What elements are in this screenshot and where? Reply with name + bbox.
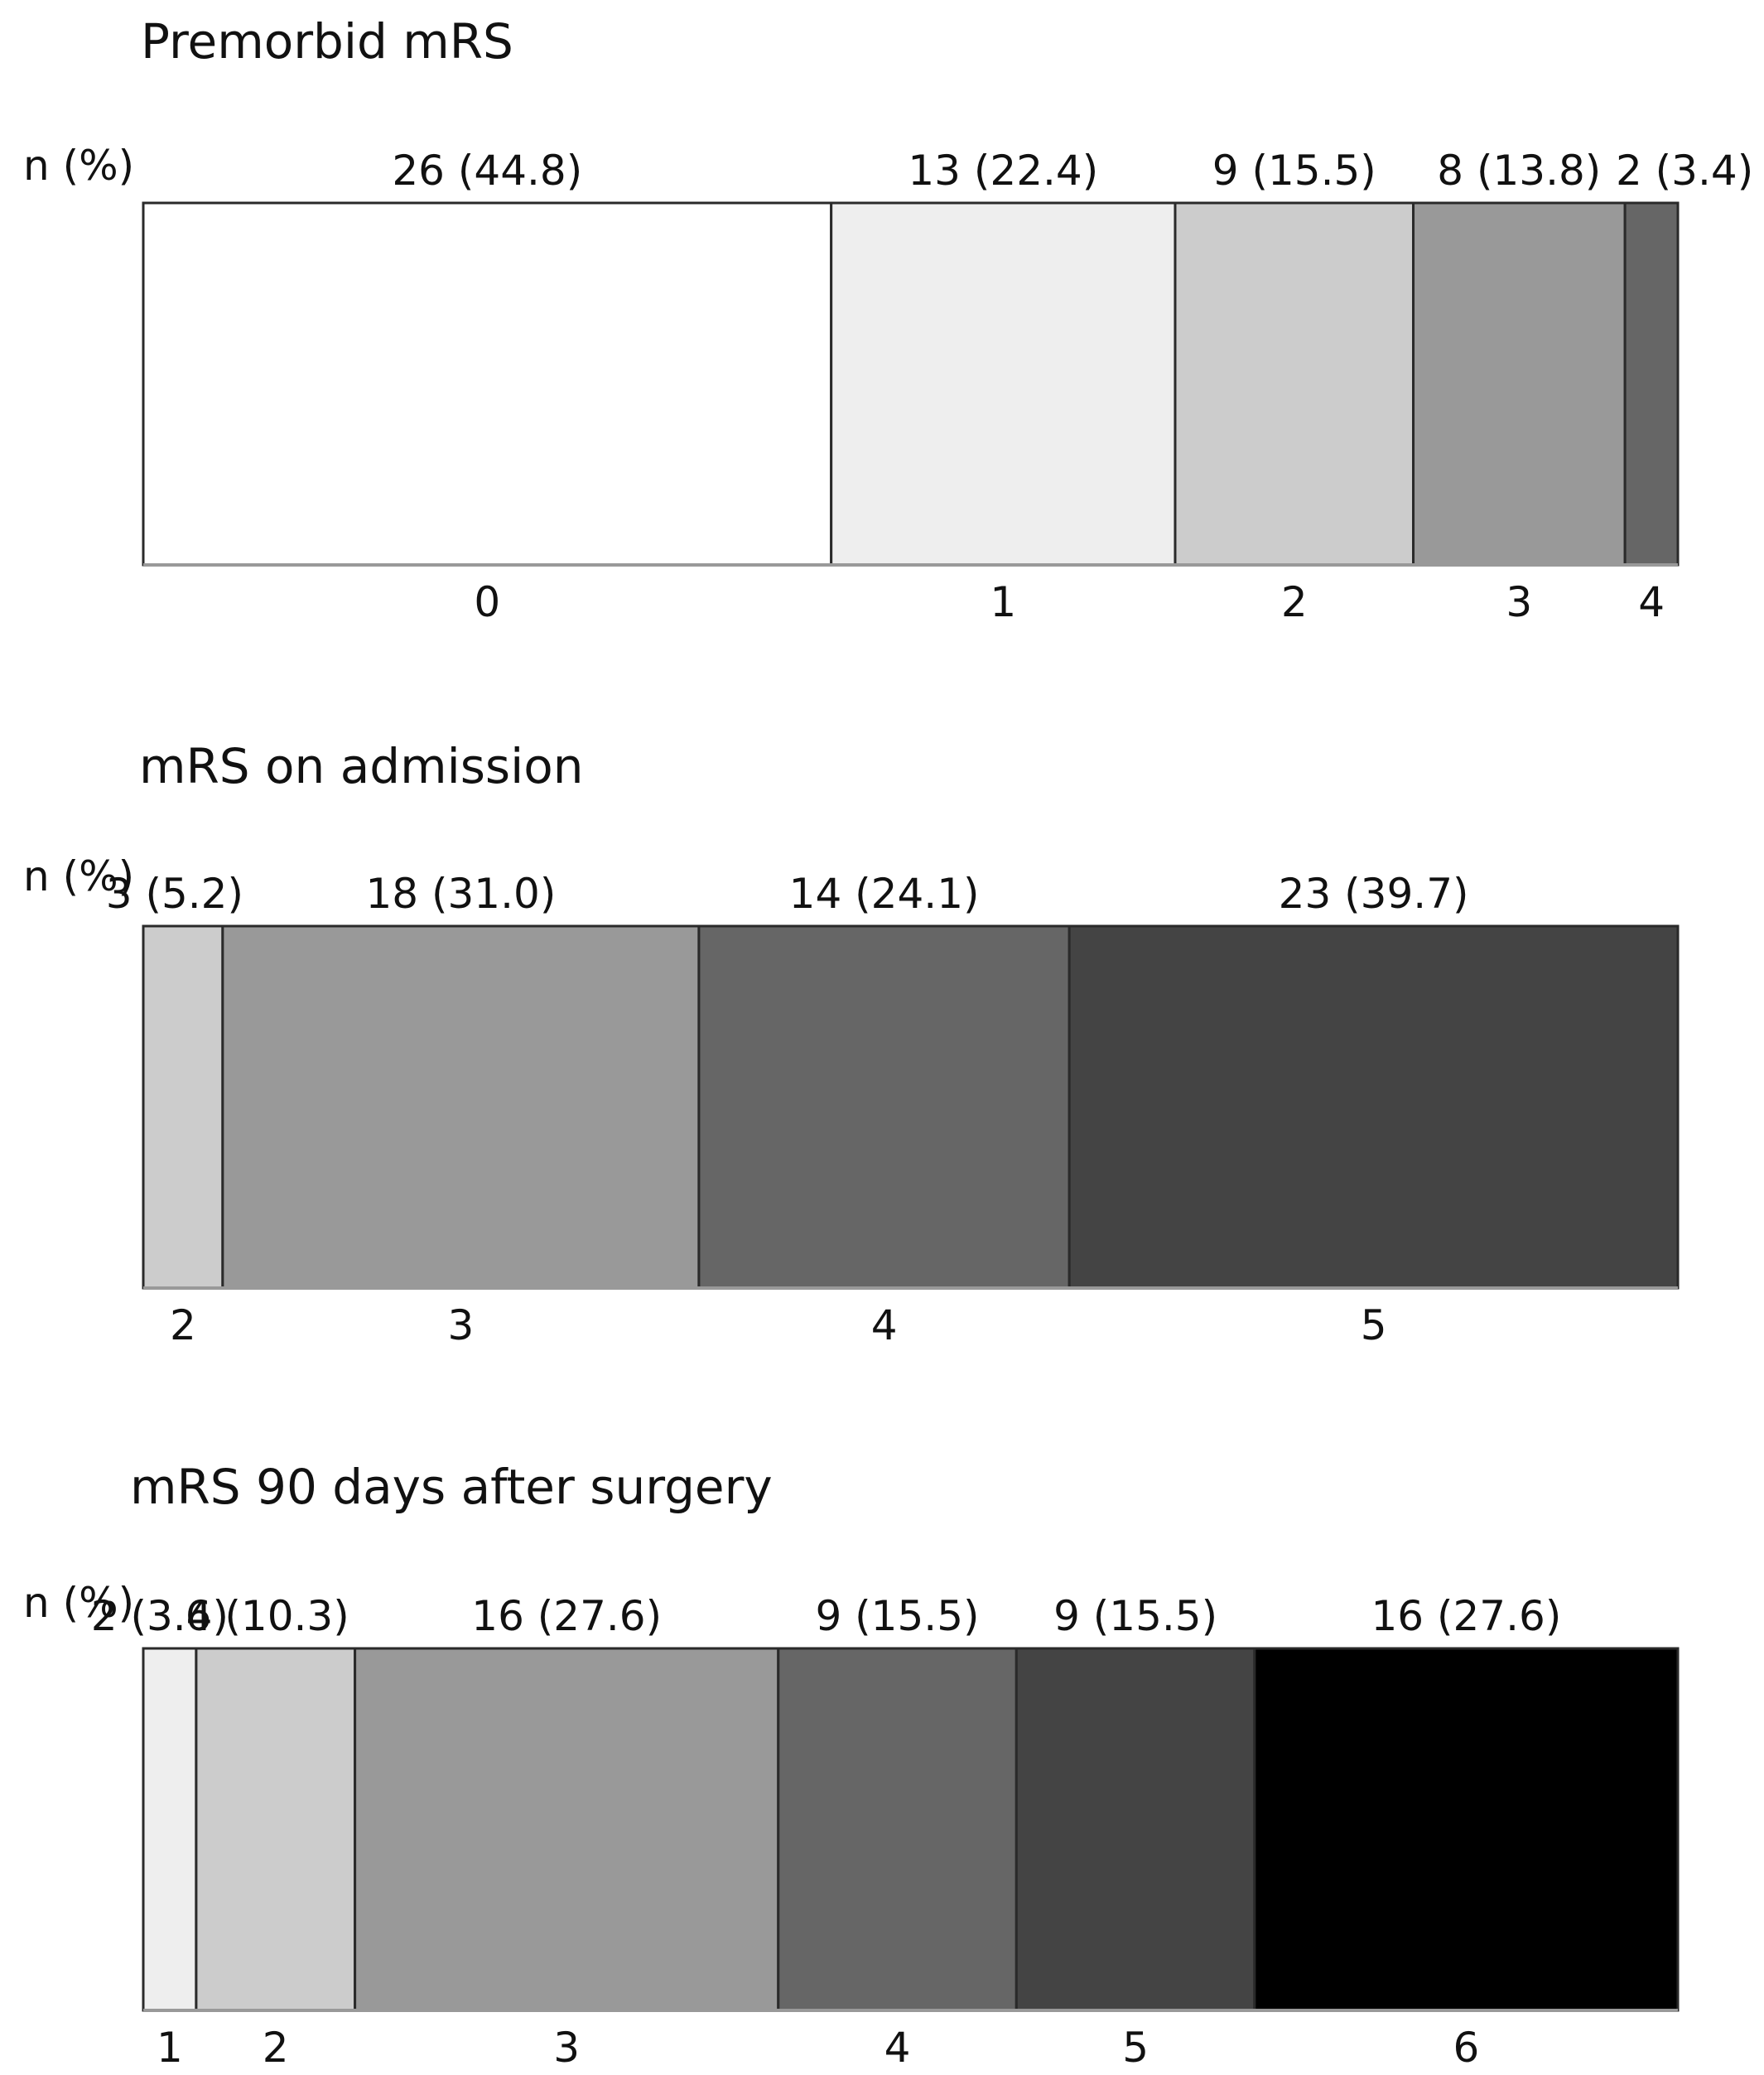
- value-header: n (%): [23, 1579, 134, 1627]
- category-label: 5: [1122, 2024, 1149, 2072]
- bar-segment-mrs-2: [142, 924, 224, 1290]
- value-label: 13 (22.4): [908, 147, 1098, 195]
- bar-segment-mrs-3: [354, 1647, 780, 2012]
- bar-segment-mrs-3: [221, 924, 701, 1290]
- bar-segment-mrs-6: [1253, 1647, 1680, 2012]
- value-label: 2 (3.4): [91, 1592, 229, 1640]
- category-label: 0: [474, 578, 500, 626]
- value-label: 9 (15.5): [815, 1592, 979, 1640]
- value-label: 14 (24.1): [789, 870, 980, 918]
- bar-segment-mrs-5: [1015, 1647, 1256, 2012]
- bar-segment-mrs-1: [142, 1647, 198, 2012]
- value-label: 26 (44.8): [392, 147, 582, 195]
- bar-segment-mrs-2: [1174, 201, 1415, 567]
- bar-segment-mrs-4: [697, 924, 1071, 1290]
- bar-segment-mrs-5: [1068, 924, 1680, 1290]
- category-label: 1: [157, 2024, 183, 2072]
- category-label: 2: [1281, 578, 1308, 626]
- bar-segment-mrs-1: [830, 201, 1177, 567]
- value-label: 3 (5.2): [106, 870, 243, 918]
- category-label: 2: [170, 1301, 196, 1349]
- category-label: 3: [447, 1301, 474, 1349]
- category-label: 3: [553, 2024, 580, 2072]
- stacked-bar-chart-2: mRS on admission n (%)3 (5.2) 2 18 (31.0) 3 1…: [23, 738, 1680, 1349]
- category-label: 4: [884, 2024, 911, 2072]
- bar-segment-mrs-3: [1412, 201, 1627, 567]
- value-label: 23 (39.7): [1279, 870, 1469, 918]
- value-header: n (%): [23, 142, 134, 190]
- category-label: 1: [990, 578, 1016, 626]
- category-label: 3: [1506, 578, 1532, 626]
- value-label: 18 (31.0): [365, 870, 556, 918]
- value-header: n (%): [23, 852, 134, 900]
- bar-segment-mrs-0: [142, 201, 833, 567]
- category-label: 6: [1453, 2024, 1479, 2072]
- stacked-bar-chart-1: Premorbid mRS n (%) 26 (44.8) 0 13 (22.4) 1 9 …: [23, 13, 1753, 626]
- category-label: 5: [1361, 1301, 1387, 1349]
- bar-segment-mrs-4: [777, 1647, 1018, 2012]
- value-label: 2 (3.4): [1616, 147, 1753, 195]
- bar-segment-mrs-4: [1623, 201, 1680, 567]
- value-label: 16 (27.6): [1371, 1592, 1561, 1640]
- category-label: 2: [263, 2024, 289, 2072]
- value-label: 16 (27.6): [471, 1592, 662, 1640]
- bar-segment-mrs-2: [195, 1647, 357, 2012]
- category-label: 4: [1638, 578, 1665, 626]
- chart-title: mRS 90 days after surgery: [130, 1459, 773, 1515]
- value-label: 9 (15.5): [1053, 1592, 1217, 1640]
- value-label: 6 (10.3): [186, 1592, 349, 1640]
- value-label: 9 (15.5): [1212, 147, 1376, 195]
- chart-title: mRS on admission: [139, 738, 584, 794]
- value-label: 8 (13.8): [1437, 147, 1601, 195]
- chart-title: Premorbid mRS: [141, 13, 513, 70]
- category-label: 4: [871, 1301, 898, 1349]
